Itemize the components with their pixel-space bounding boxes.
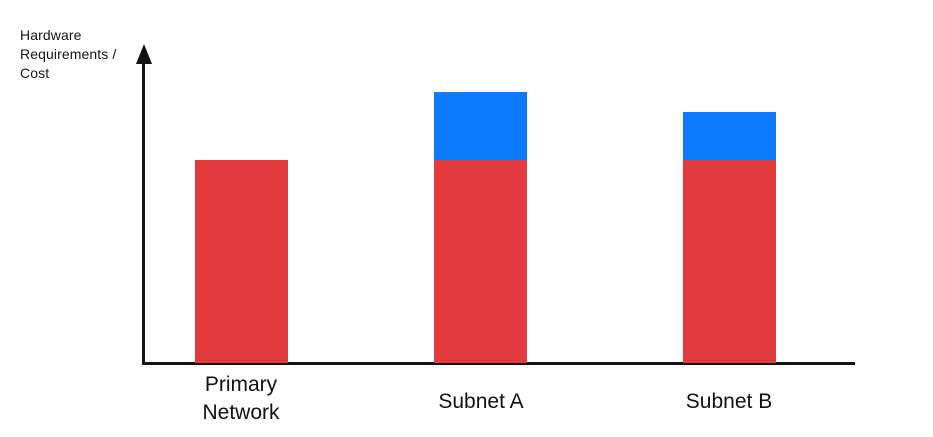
x-axis-line — [142, 362, 855, 365]
bar-segment-red — [195, 160, 288, 363]
category-label-subnet-b: Subnet B — [685, 390, 773, 413]
category-label-subnet-a: Subnet A — [438, 390, 524, 413]
category-label-primary-network: Primary Network — [202, 373, 280, 424]
bar-segment-red — [434, 160, 527, 363]
bar-primary-network — [195, 160, 288, 363]
bar-segment-red — [683, 160, 776, 363]
y-axis-line — [142, 56, 145, 362]
bar-segment-blue — [434, 92, 527, 160]
bar-subnet-a — [434, 92, 527, 363]
bar-subnet-b — [683, 112, 776, 363]
bar-segment-blue — [683, 112, 776, 160]
y-axis-arrow-icon — [136, 44, 152, 64]
y-axis-label: Hardware Requirements / Cost — [20, 27, 117, 81]
